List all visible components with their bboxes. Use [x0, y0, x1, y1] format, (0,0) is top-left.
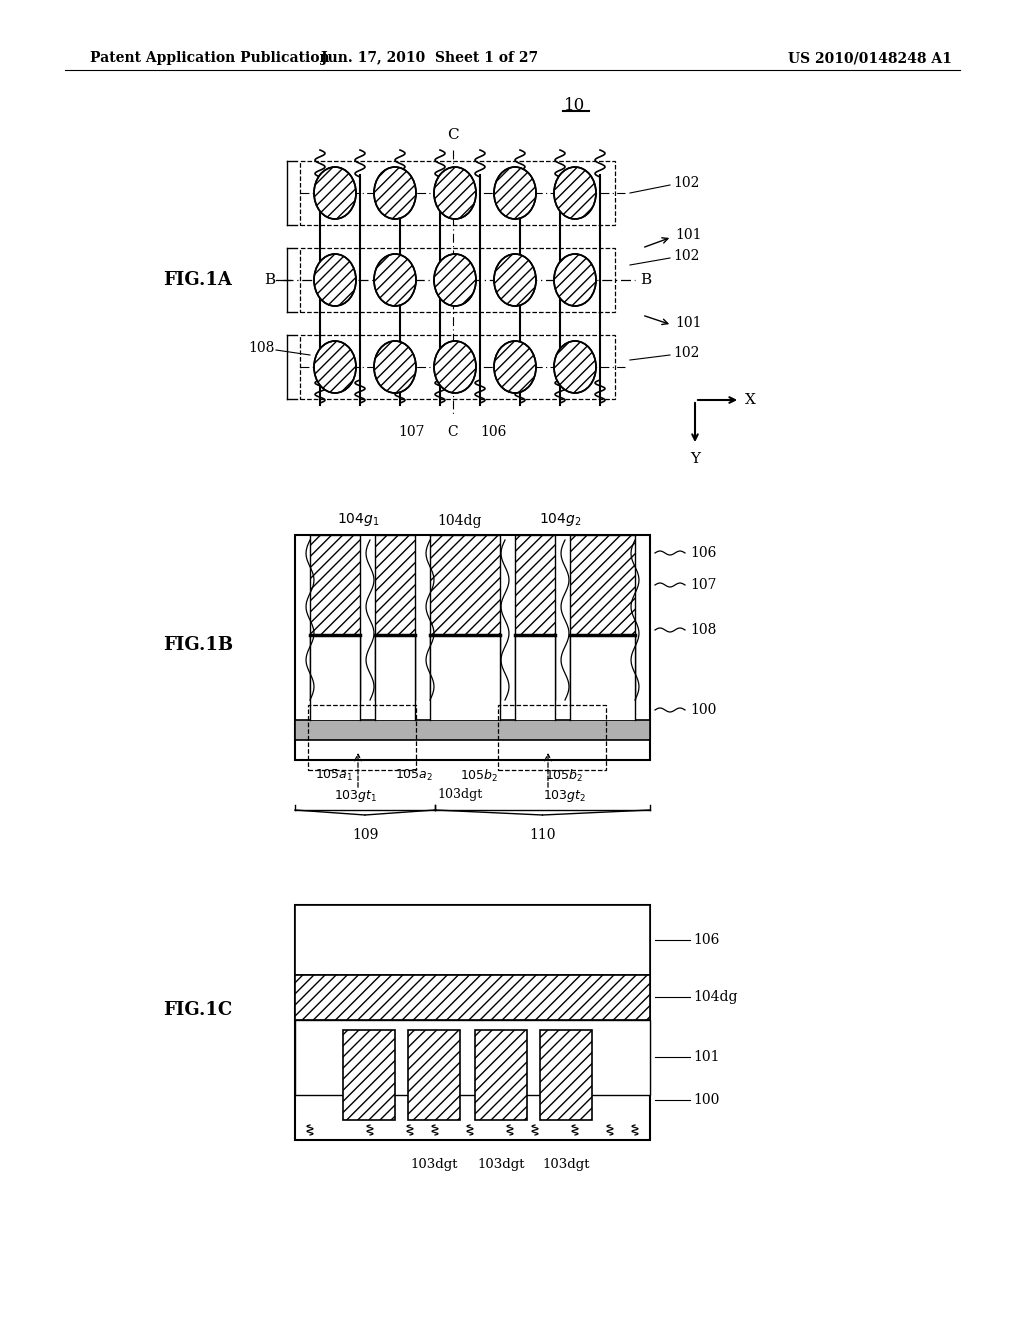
Text: $105a_1$: $105a_1$ — [315, 768, 353, 783]
Text: B: B — [264, 273, 275, 286]
Bar — [310, 638, 360, 719]
Text: 108: 108 — [690, 623, 717, 638]
Text: 106: 106 — [693, 933, 720, 946]
Ellipse shape — [554, 341, 596, 393]
Text: C: C — [447, 128, 459, 143]
Ellipse shape — [434, 168, 476, 219]
Ellipse shape — [554, 168, 596, 219]
Bar — [540, 1030, 592, 1119]
Bar — [375, 638, 415, 719]
Text: $104g_2$: $104g_2$ — [539, 511, 582, 528]
Bar — [308, 705, 416, 770]
Ellipse shape — [314, 168, 356, 219]
Text: 103dgt: 103dgt — [411, 1158, 458, 1171]
Text: C: C — [447, 425, 459, 440]
Bar — [570, 535, 635, 700]
Text: X: X — [745, 393, 756, 407]
Text: 106: 106 — [690, 546, 717, 560]
Bar — [295, 1020, 650, 1096]
Ellipse shape — [494, 253, 536, 306]
Text: $105a_2$: $105a_2$ — [395, 768, 433, 783]
Text: $103gt_1$: $103gt_1$ — [334, 788, 378, 804]
Ellipse shape — [374, 253, 416, 306]
Bar — [310, 535, 360, 700]
Text: FIG.1C: FIG.1C — [163, 1001, 232, 1019]
Ellipse shape — [494, 341, 536, 393]
Bar — [295, 975, 650, 1020]
Text: 108: 108 — [249, 341, 275, 355]
Text: 101: 101 — [675, 315, 701, 330]
Text: 103dgt: 103dgt — [477, 1158, 524, 1171]
Ellipse shape — [374, 168, 416, 219]
Text: 107: 107 — [690, 578, 717, 591]
Bar — [375, 535, 415, 700]
Bar — [343, 1030, 395, 1119]
Text: 104dg: 104dg — [437, 513, 482, 528]
Bar — [295, 906, 650, 975]
Text: 101: 101 — [693, 1049, 720, 1064]
Ellipse shape — [494, 168, 536, 219]
Text: $104g_1$: $104g_1$ — [337, 511, 379, 528]
Bar — [300, 161, 615, 224]
Text: FIG.1A: FIG.1A — [163, 271, 231, 289]
Text: 103dgt: 103dgt — [543, 1158, 590, 1171]
Text: 102: 102 — [673, 176, 699, 190]
Ellipse shape — [554, 253, 596, 306]
Bar — [295, 719, 650, 741]
Bar — [498, 705, 606, 770]
Bar — [475, 1030, 527, 1119]
Bar — [430, 535, 500, 700]
Ellipse shape — [434, 253, 476, 306]
Text: Patent Application Publication: Patent Application Publication — [90, 51, 330, 65]
Text: 102: 102 — [673, 249, 699, 263]
Ellipse shape — [314, 253, 356, 306]
Text: $103gt_2$: $103gt_2$ — [544, 788, 587, 804]
Text: 104dg: 104dg — [693, 990, 737, 1005]
Bar — [515, 638, 555, 719]
Text: 110: 110 — [529, 828, 556, 842]
Text: $105b_2$: $105b_2$ — [460, 768, 499, 784]
Text: US 2010/0148248 A1: US 2010/0148248 A1 — [788, 51, 952, 65]
Bar — [300, 248, 615, 312]
Bar — [300, 335, 615, 399]
Bar — [295, 535, 650, 760]
Text: Y: Y — [690, 451, 700, 466]
Bar — [515, 535, 555, 700]
Ellipse shape — [314, 341, 356, 393]
Ellipse shape — [374, 341, 416, 393]
Ellipse shape — [434, 341, 476, 393]
Text: 10: 10 — [564, 96, 586, 114]
Text: B: B — [640, 273, 651, 286]
Text: 109: 109 — [352, 828, 378, 842]
Bar — [570, 638, 635, 719]
Text: Jun. 17, 2010  Sheet 1 of 27: Jun. 17, 2010 Sheet 1 of 27 — [322, 51, 539, 65]
Bar — [430, 638, 500, 719]
Text: 103dgt: 103dgt — [437, 788, 482, 801]
Text: FIG.1B: FIG.1B — [163, 636, 233, 653]
Text: 107: 107 — [398, 425, 425, 440]
Text: 106: 106 — [480, 425, 507, 440]
Text: 101: 101 — [675, 228, 701, 242]
Bar — [295, 906, 650, 1140]
Text: 100: 100 — [690, 704, 717, 717]
Text: $105b_2$: $105b_2$ — [545, 768, 584, 784]
Text: 100: 100 — [693, 1093, 720, 1107]
Bar — [408, 1030, 460, 1119]
Text: 102: 102 — [673, 346, 699, 360]
